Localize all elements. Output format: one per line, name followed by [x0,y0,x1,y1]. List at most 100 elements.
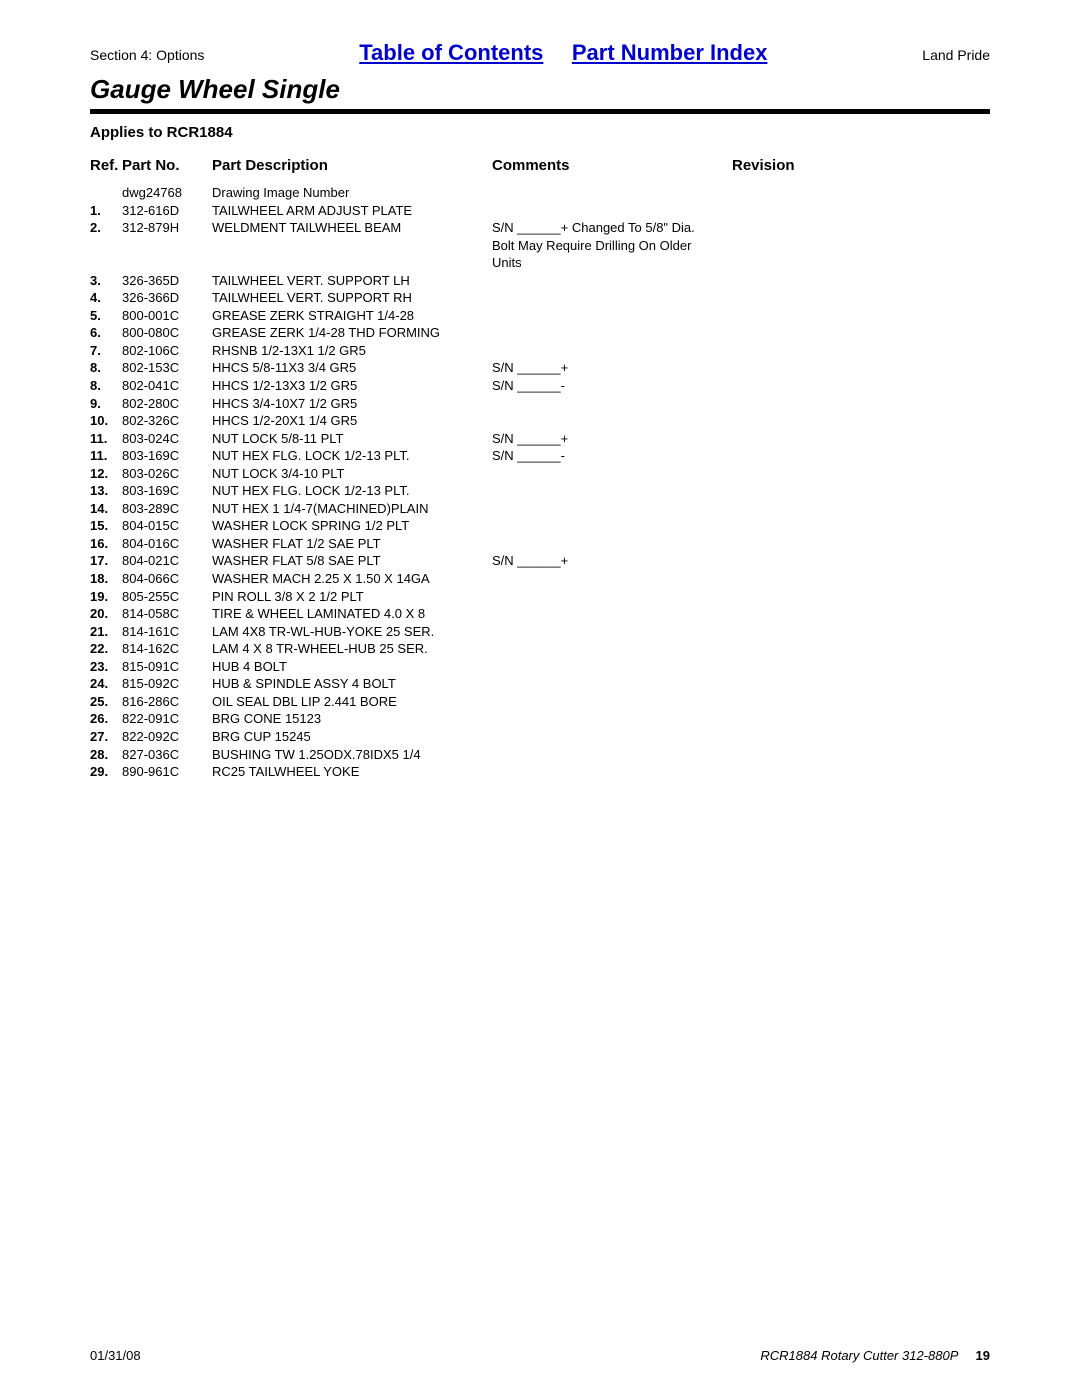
cell-part: 814-161C [122,623,212,641]
cell-desc: NUT LOCK 5/8-11 PLT [212,430,492,448]
cell-desc: TIRE & WHEEL LAMINATED 4.0 X 8 [212,605,492,623]
section-label: Section 4: Options [90,47,204,63]
cell-part: 815-091C [122,658,212,676]
cell-ref: 25. [90,693,122,711]
toc-link[interactable]: Table of Contents [359,40,543,65]
table-row: 15.804-015CWASHER LOCK SPRING 1/2 PLT [90,517,990,535]
cell-ref: 13. [90,482,122,500]
table-row: 13.803-169CNUT HEX FLG. LOCK 1/2-13 PLT. [90,482,990,500]
applies-to-label: Applies to RCR1884 [90,124,990,141]
table-row: 10.802-326CHHCS 1/2-20X1 1/4 GR5 [90,412,990,430]
cell-part: 803-289C [122,500,212,518]
cell-ref: 12. [90,465,122,483]
table-row: 19.805-255CPIN ROLL 3/8 X 2 1/2 PLT [90,588,990,606]
table-row: 11.803-169CNUT HEX FLG. LOCK 1/2-13 PLT.… [90,447,990,465]
cell-part: 804-016C [122,535,212,553]
cell-ref: 19. [90,588,122,606]
cell-ref: 5. [90,307,122,325]
cell-desc: HHCS 5/8-11X3 3/4 GR5 [212,359,492,377]
cell-ref: 1. [90,202,122,220]
cell-ref: 4. [90,289,122,307]
cell-desc: TAILWHEEL VERT. SUPPORT RH [212,289,492,307]
table-row: 1.312-616DTAILWHEEL ARM ADJUST PLATE [90,202,990,220]
cell-ref: 10. [90,412,122,430]
cell-part: 803-169C [122,447,212,465]
table-row: 17.804-021CWASHER FLAT 5/8 SAE PLTS/N __… [90,552,990,570]
cell-desc: GREASE ZERK STRAIGHT 1/4-28 [212,307,492,325]
cell-part: 802-326C [122,412,212,430]
cell-ref: 16. [90,535,122,553]
brand-label: Land Pride [922,47,990,63]
cell-part: 814-162C [122,640,212,658]
cell-part: 803-026C [122,465,212,483]
cell-part: 890-961C [122,763,212,781]
cell-ref: 11. [90,430,122,448]
page-title: Gauge Wheel Single [90,74,990,105]
th-comm: Comments [492,157,732,174]
cell-desc: OIL SEAL DBL LIP 2.441 BORE [212,693,492,711]
cell-desc: BRG CUP 15245 [212,728,492,746]
cell-desc: Drawing Image Number [212,184,492,202]
cell-part: 804-066C [122,570,212,588]
cell-comm: S/N ______- [492,447,732,465]
cell-ref: 17. [90,552,122,570]
cell-desc: HUB & SPINDLE ASSY 4 BOLT [212,675,492,693]
cell-part: 802-153C [122,359,212,377]
cell-part: 804-021C [122,552,212,570]
title-divider [90,109,990,114]
header-links: Table of Contents Part Number Index [204,40,922,66]
cell-desc: PIN ROLL 3/8 X 2 1/2 PLT [212,588,492,606]
footer-doc: RCR1884 Rotary Cutter 312-880P 19 [760,1348,990,1363]
table-row: 9.802-280CHHCS 3/4-10X7 1/2 GR5 [90,395,990,413]
cell-part: 802-041C [122,377,212,395]
cell-desc: RHSNB 1/2-13X1 1/2 GR5 [212,342,492,360]
table-row: 8.802-153CHHCS 5/8-11X3 3/4 GR5S/N _____… [90,359,990,377]
table-row: 4.326-366DTAILWHEEL VERT. SUPPORT RH [90,289,990,307]
cell-desc: RC25 TAILWHEEL YOKE [212,763,492,781]
cell-desc: BUSHING TW 1.25ODX.78IDX5 1/4 [212,746,492,764]
cell-part: 814-058C [122,605,212,623]
cell-ref: 24. [90,675,122,693]
table-row: 24.815-092CHUB & SPINDLE ASSY 4 BOLT [90,675,990,693]
th-part: Part No. [122,157,212,174]
cell-comm: S/N ______+ [492,552,732,570]
part-number-index-link[interactable]: Part Number Index [572,40,768,65]
cell-ref: 20. [90,605,122,623]
page-footer: 01/31/08 RCR1884 Rotary Cutter 312-880P … [90,1348,990,1363]
cell-part: 800-080C [122,324,212,342]
cell-desc: TAILWHEEL ARM ADJUST PLATE [212,202,492,220]
cell-comm: S/N ______+ [492,359,732,377]
cell-ref: 7. [90,342,122,360]
th-rev: Revision [732,157,832,174]
cell-part: 804-015C [122,517,212,535]
cell-desc: HHCS 1/2-20X1 1/4 GR5 [212,412,492,430]
table-row: 7.802-106CRHSNB 1/2-13X1 1/2 GR5 [90,342,990,360]
cell-part: 312-616D [122,202,212,220]
cell-ref: 11. [90,447,122,465]
cell-ref: 29. [90,763,122,781]
table-row: 11.803-024CNUT LOCK 5/8-11 PLTS/N ______… [90,430,990,448]
th-desc: Part Description [212,157,492,174]
table-row: 25.816-286COIL SEAL DBL LIP 2.441 BORE [90,693,990,711]
footer-page: 19 [976,1348,990,1363]
cell-part: 816-286C [122,693,212,711]
cell-ref: 6. [90,324,122,342]
table-row: 5.800-001CGREASE ZERK STRAIGHT 1/4-28 [90,307,990,325]
cell-part: 803-169C [122,482,212,500]
table-row: 16.804-016CWASHER FLAT 1/2 SAE PLT [90,535,990,553]
table-row: 18.804-066CWASHER MACH 2.25 X 1.50 X 14G… [90,570,990,588]
table-row: 26.822-091CBRG CONE 15123 [90,710,990,728]
cell-ref: 3. [90,272,122,290]
cell-comm: S/N ______+ [492,430,732,448]
cell-desc: LAM 4 X 8 TR-WHEEL-HUB 25 SER. [212,640,492,658]
cell-ref: 28. [90,746,122,764]
cell-desc: NUT HEX FLG. LOCK 1/2-13 PLT. [212,447,492,465]
cell-ref: 8. [90,359,122,377]
table-row: 2.312-879HWELDMENT TAILWHEEL BEAMS/N ___… [90,219,990,272]
table-header-row: Ref. Part No. Part Description Comments … [90,157,990,174]
cell-part: 326-366D [122,289,212,307]
table-row: dwg24768Drawing Image Number [90,184,990,202]
cell-comm: S/N ______+ Changed To 5/8" Dia. Bolt Ma… [492,219,732,272]
parts-table: Ref. Part No. Part Description Comments … [90,157,990,781]
cell-ref: 15. [90,517,122,535]
